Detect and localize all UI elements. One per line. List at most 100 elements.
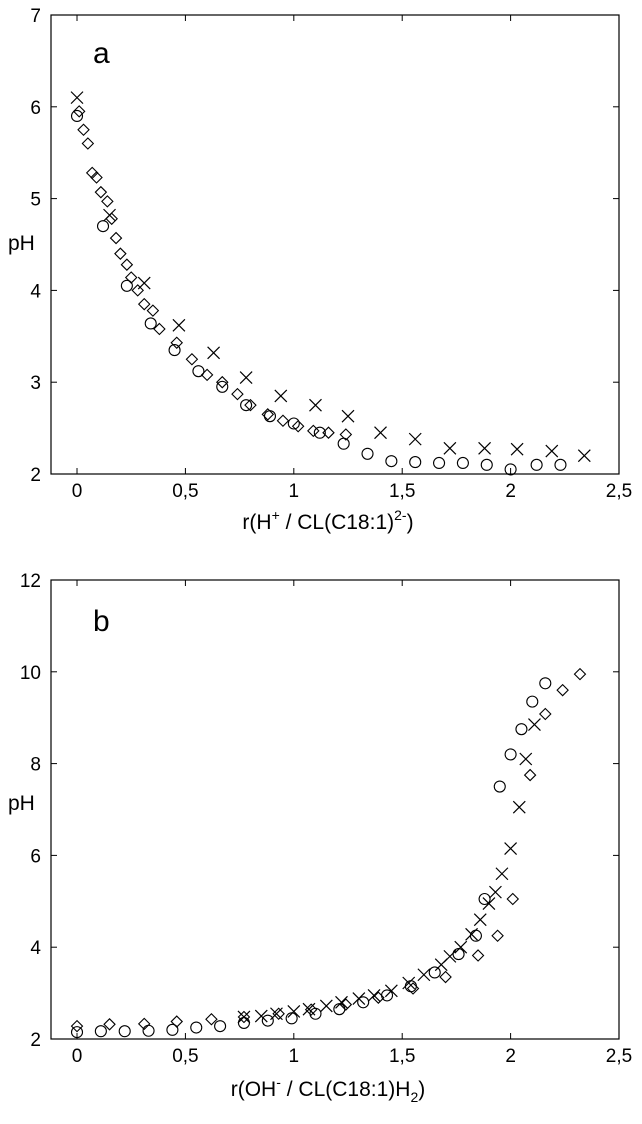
panel-b-diamond-point <box>523 768 537 782</box>
panel-b-x-marker-point <box>417 968 431 982</box>
panel-b-x-marker-point <box>528 718 541 732</box>
panel-a-diamond-point <box>291 419 305 433</box>
panel-a-x-label-part2: / CL(C18:1) <box>280 511 394 534</box>
panel-a-y-tick-label: 2 <box>30 465 41 486</box>
panel-a-circle-point <box>240 399 253 412</box>
panel-a-diamond-point <box>137 297 151 311</box>
panel-a-diamond-point <box>200 368 214 382</box>
panel-a-diamond-point <box>153 322 166 336</box>
panel-a-diamond-point <box>131 284 144 297</box>
panel-b-x-label-part1: r(OH <box>231 1078 277 1101</box>
panel-a-y-axis-label: pH <box>8 232 35 255</box>
panel-b-circle-point <box>404 980 417 993</box>
panel-b: b pH r(OH- / CL(C18:1)H2) 0 0,5 1 1,5 2 2,524… <box>8 571 632 1105</box>
panel-a-circle-point <box>337 437 350 450</box>
panel-b-x-marker-point <box>319 999 333 1013</box>
panel-b-x-marker-point <box>489 885 502 899</box>
panel-a-circle-point <box>96 220 110 233</box>
panel-b-x-marker-point <box>482 897 496 911</box>
panel-a-diamond-point <box>105 212 118 226</box>
panel-b-y-tick-label: 8 <box>30 755 41 776</box>
panel-a-circle-point <box>433 456 446 470</box>
panel-b-x-tick-label: 1,5 <box>389 1046 415 1067</box>
panel-b-x-marker-point <box>254 1009 268 1023</box>
panel-b-x-label-end: ) <box>418 1078 425 1101</box>
panel-a-circle-point <box>263 410 277 423</box>
panel-a-x-marker-point <box>408 432 422 446</box>
panel-a-diamond-point <box>322 426 335 439</box>
panel-b-x-marker-point <box>519 752 533 766</box>
panel-b-x-marker-point <box>504 842 518 855</box>
panel-a-diamond-point <box>261 408 275 421</box>
panel-a-diamond-point <box>276 414 290 428</box>
panel-b-x-marker-point <box>454 940 468 954</box>
panel-a-x-marker-point <box>70 91 84 105</box>
panel-a-diamond-point <box>146 304 160 317</box>
panel-a-label: a <box>93 37 110 70</box>
panel-b-circle-point <box>515 723 528 736</box>
panel-a-x-tick-label: 1,5 <box>389 481 415 502</box>
panel-b-diamond-point <box>556 683 569 697</box>
panel-b-x-tick-label: 1 <box>289 1046 300 1067</box>
panel-b-diamond-point <box>506 892 520 906</box>
panel-b-circle-point <box>478 892 491 906</box>
panel-a-x-axis-label: r(H+ / CL(C18:1)2-) <box>242 507 413 534</box>
panel-b-x-marker-point <box>287 1005 301 1018</box>
panel-a-circle-point <box>456 456 469 470</box>
panel-a-diamond-point <box>170 336 184 350</box>
panel-a-circle-point <box>313 426 326 439</box>
panel-a-x-marker-point <box>274 389 288 403</box>
panel-b-circle-point <box>190 1021 203 1034</box>
panel-b-diamond-point <box>237 1010 251 1024</box>
panel-b-x-tick-label: 2,5 <box>606 1046 632 1067</box>
panel-a-circle-point <box>70 109 84 123</box>
panel-a-x-label-part1: r(H <box>242 511 271 534</box>
panel-b-y-tick-label: 10 <box>20 663 41 684</box>
panel-a-frame <box>50 14 620 475</box>
panel-b-ticks: 0 0,5 1 1,5 2 2,5 2 4 6 8 10 12 <box>20 571 632 1067</box>
panel-b-y-tick-label: 6 <box>30 846 41 867</box>
panel-b-circle-point <box>237 1016 250 1029</box>
panel-b-diamond-point <box>205 1012 218 1026</box>
panel-b-circle-point <box>357 996 370 1009</box>
panel-a-diamond-point <box>231 387 244 401</box>
panel-b-x-axis-label: r(OH- / CL(C18:1)H2) <box>231 1074 426 1105</box>
panel-b-x-tick-label: 0 <box>72 1046 83 1067</box>
panel-b-circle-point <box>261 1014 274 1027</box>
panel-a-y-tick-label: 6 <box>30 98 41 119</box>
panel-b-diamond-point <box>137 1017 151 1031</box>
panel-a-diamond-point <box>114 247 127 260</box>
panel-a-diamond-point <box>101 195 114 208</box>
panel-a-circle-point <box>361 447 374 460</box>
panel-a-x-marker-point <box>172 318 186 332</box>
panel-a-x-label-end: ) <box>407 511 414 534</box>
panel-a-y-tick-label: 7 <box>30 6 41 27</box>
panel-b-diamond-point <box>272 1007 285 1021</box>
panel-a-circle-point <box>287 417 300 430</box>
panel-b-circle-point <box>504 748 517 761</box>
panel-a: a pH r(H+ / CL(C18:1)2-) 0 0,5 1 1,5 2 2,5 2 3 4… <box>8 6 632 534</box>
panel-b-label: b <box>93 605 110 638</box>
panel-b-x-label-sup: - <box>276 1074 281 1090</box>
panel-a-x-label-sup: + <box>272 507 280 523</box>
panel-a-diamond-point <box>124 271 138 284</box>
panel-a-x-marker-point <box>510 442 524 456</box>
panel-b-points <box>70 667 587 1039</box>
panel-b-circle-point <box>526 695 539 708</box>
panel-b-diamond-point <box>471 949 485 962</box>
panel-a-diamond-point <box>307 424 320 438</box>
panel-b-circle-point <box>469 929 482 942</box>
panel-a-x-tick-label: 1 <box>289 481 300 502</box>
panel-a-diamond-point <box>94 185 108 199</box>
panel-b-diamond-point <box>491 929 504 943</box>
panel-a-x-marker-point <box>207 346 221 360</box>
panel-a-diamond-point <box>81 137 95 150</box>
panel-b-x-label-part2: / CL(C18:1)H <box>281 1078 411 1101</box>
panel-b-x-tick-label: 2 <box>505 1046 516 1067</box>
panel-b-diamond-point <box>339 998 353 1011</box>
panel-b-x-marker-point <box>335 995 348 1009</box>
panel-b-circle-point <box>428 966 441 979</box>
panel-b-circle-point <box>118 1025 131 1038</box>
panel-a-circle-point <box>120 279 133 292</box>
panel-b-diamond-point <box>439 970 452 984</box>
